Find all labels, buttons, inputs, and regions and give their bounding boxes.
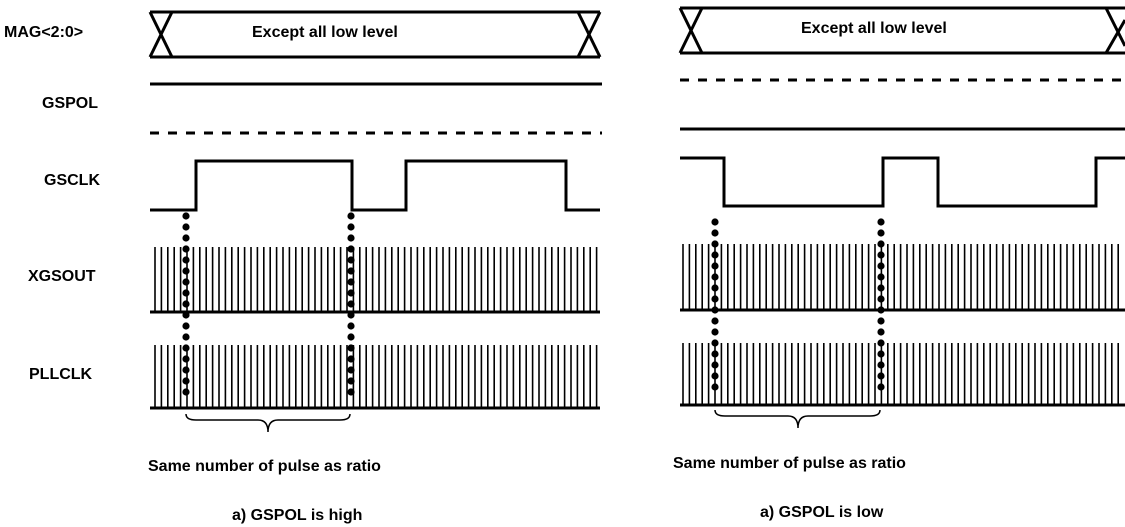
signal-label-mag: MAG<2:0>	[4, 24, 84, 41]
marker-dot	[711, 240, 719, 248]
marker-dot	[347, 234, 355, 242]
panel-a-mag-bus	[148, 10, 602, 59]
marker-dot	[877, 295, 885, 303]
marker-dot	[877, 372, 885, 380]
marker-dot	[182, 344, 190, 352]
panel-b-bus-text: Except all low level	[801, 20, 947, 37]
marker-dot	[347, 355, 355, 363]
marker-dot	[182, 300, 190, 308]
marker-dot	[877, 306, 885, 314]
marker-dot	[347, 366, 355, 374]
marker-dot	[182, 267, 190, 275]
marker-dot	[347, 256, 355, 264]
marker-dot	[877, 361, 885, 369]
panel-a-brace	[185, 413, 351, 433]
marker-dot	[711, 350, 719, 358]
marker-dot	[877, 284, 885, 292]
panel-b-title: a) GSPOL is low	[760, 504, 884, 521]
marker-dot	[711, 383, 719, 391]
marker-dot	[711, 328, 719, 336]
marker-dot	[182, 311, 190, 319]
marker-dot	[347, 267, 355, 275]
marker-dot	[347, 212, 355, 220]
panel-b-pllclk-pulses	[682, 343, 1119, 405]
marker-dot	[182, 377, 190, 385]
marker-dot	[347, 344, 355, 352]
marker-dot	[877, 383, 885, 391]
marker-dot	[182, 333, 190, 341]
marker-dot	[347, 289, 355, 297]
marker-dot	[182, 278, 190, 286]
marker-dot	[877, 339, 885, 347]
panel-b-mag-bus	[678, 6, 1125, 55]
panel-a	[148, 10, 602, 433]
marker-dot	[877, 317, 885, 325]
marker-dot	[711, 284, 719, 292]
marker-dot	[877, 328, 885, 336]
panel-a-gsclk-waveform	[150, 159, 600, 212]
marker-dot	[182, 289, 190, 297]
panel-b-xgsout-pulses	[682, 244, 1119, 310]
marker-dot	[877, 262, 885, 270]
signal-label-gsclk: GSCLK	[44, 172, 100, 189]
marker-dot	[347, 322, 355, 330]
marker-dot	[877, 240, 885, 248]
marker-dot	[182, 212, 190, 220]
marker-dot	[711, 218, 719, 226]
marker-dot	[877, 350, 885, 358]
marker-dot	[182, 245, 190, 253]
marker-dot	[347, 377, 355, 385]
panel-a-pllclk-pulses	[154, 345, 598, 408]
signal-label-gspol: GSPOL	[42, 95, 99, 112]
marker-dot	[182, 366, 190, 374]
marker-dot	[877, 251, 885, 259]
marker-dot	[347, 388, 355, 396]
panel-b-brace-caption: Same number of pulse as ratio	[673, 455, 906, 472]
marker-dot	[877, 218, 885, 226]
panel-a-brace-caption: Same number of pulse as ratio	[148, 458, 381, 475]
signal-label-pllclk: PLLCLK	[29, 366, 93, 383]
marker-dot	[711, 361, 719, 369]
marker-dot	[877, 229, 885, 237]
marker-dot	[182, 234, 190, 242]
panel-b	[678, 6, 1125, 429]
marker-dot	[182, 223, 190, 231]
marker-dot	[182, 256, 190, 264]
marker-dot	[711, 273, 719, 281]
marker-dot	[711, 372, 719, 380]
marker-dot	[877, 273, 885, 281]
marker-dot	[347, 333, 355, 341]
marker-dot	[347, 300, 355, 308]
signal-label-xgsout: XGSOUT	[28, 268, 96, 285]
marker-dot	[711, 262, 719, 270]
marker-dot	[182, 355, 190, 363]
marker-dot	[711, 339, 719, 347]
panel-a-bus-text: Except all low level	[252, 24, 398, 41]
panel-a-dotted-markers	[182, 212, 355, 396]
panel-b-brace	[714, 409, 881, 429]
marker-dot	[182, 388, 190, 396]
panel-b-gsclk-waveform	[680, 156, 1125, 208]
marker-dot	[711, 317, 719, 325]
panel-b-dotted-markers	[711, 218, 885, 391]
marker-dot	[347, 245, 355, 253]
panel-a-xgsout-pulses	[154, 247, 598, 312]
marker-dot	[711, 306, 719, 314]
panel-a-title: a) GSPOL is high	[232, 507, 363, 524]
marker-dot	[711, 229, 719, 237]
marker-dot	[347, 311, 355, 319]
marker-dot	[347, 278, 355, 286]
marker-dot	[182, 322, 190, 330]
marker-dot	[347, 223, 355, 231]
marker-dot	[711, 251, 719, 259]
marker-dot	[711, 295, 719, 303]
